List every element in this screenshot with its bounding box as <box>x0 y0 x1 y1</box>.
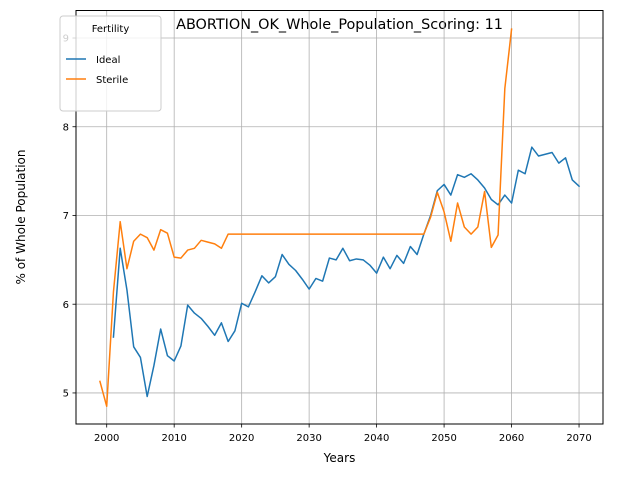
x-tick-label: 2050 <box>431 433 456 444</box>
series-line-ideal <box>112 146 581 398</box>
y-axis-label: % of Whole Population <box>14 150 28 285</box>
y-tick-label: 5 <box>63 389 69 400</box>
series-lines <box>99 28 581 407</box>
x-tick-label: 2060 <box>499 433 524 444</box>
x-tick-label: 2020 <box>229 433 254 444</box>
y-tick-label: 8 <box>63 122 69 133</box>
grid <box>76 10 603 424</box>
x-tick-label: 2010 <box>161 433 186 444</box>
legend-title: Fertility <box>92 24 130 35</box>
y-tick-label: 7 <box>63 211 69 222</box>
x-tick-label: 2000 <box>94 433 119 444</box>
legend: Fertility Ideal Sterile <box>59 15 162 112</box>
legend-entry-sterile: Sterile <box>96 75 128 86</box>
chart-title: ABORTION_OK_Whole_Population_Scoring: 11 <box>176 17 503 33</box>
x-axis: 2000 2010 2020 2030 2040 2050 2060 2070 <box>94 424 592 444</box>
legend-box <box>59 15 162 112</box>
series-line-sterile <box>99 28 513 407</box>
x-tick-label: 2040 <box>364 433 389 444</box>
plot-area-frame <box>75 10 604 425</box>
x-tick-label: 2070 <box>566 433 591 444</box>
x-tick-label: 2030 <box>296 433 321 444</box>
legend-entry-ideal: Ideal <box>96 55 120 66</box>
y-tick-label: 6 <box>63 300 69 311</box>
x-axis-label: Years <box>323 451 356 465</box>
